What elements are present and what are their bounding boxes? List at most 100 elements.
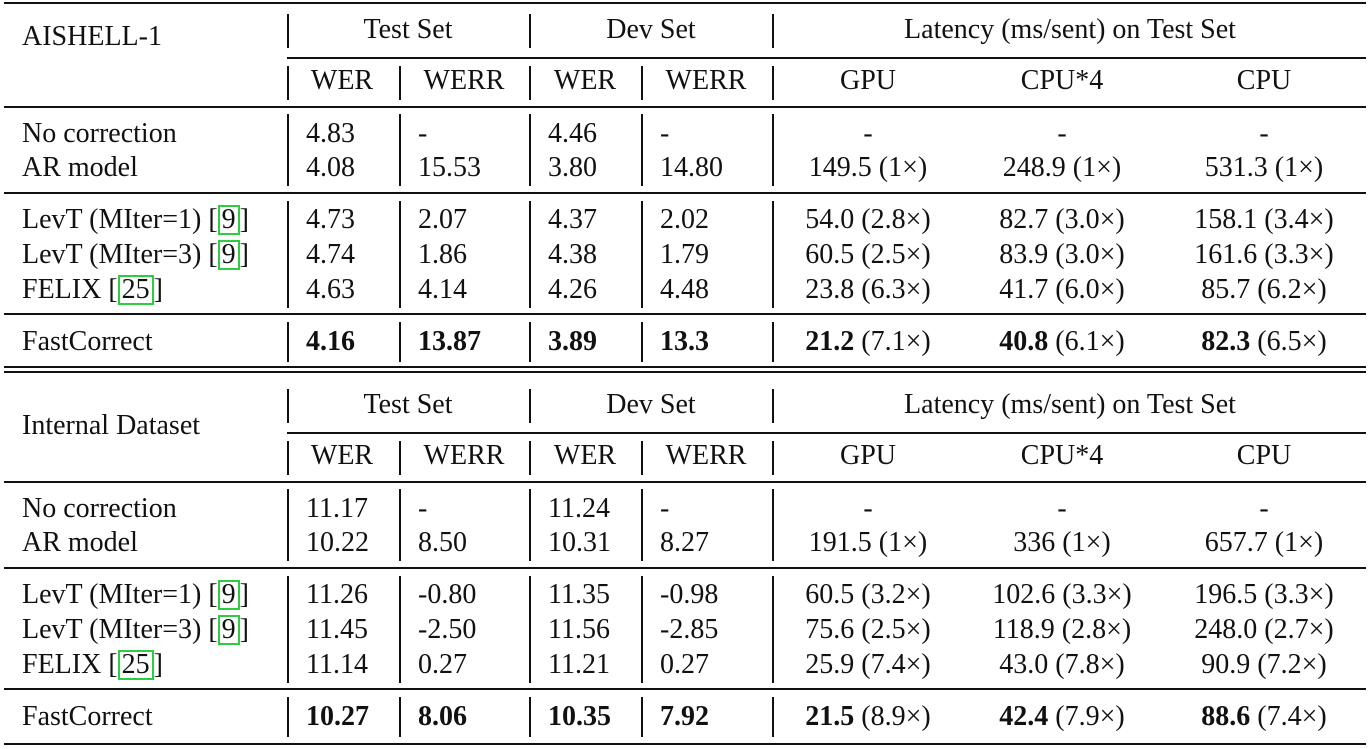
group-latency-text: Latency (ms/sent) on Test Set [904,14,1236,45]
column-separator [399,441,401,475]
column-separator [772,66,774,100]
metric-value-text: 4.74 [306,239,355,270]
latency-value: 54.0 (2.8×) [805,203,930,237]
column-header-text: WERR [665,65,747,96]
metric-value-text: 3.89 [548,326,597,357]
column-header-text: WER [310,440,374,471]
latency-value: 23.8 (6.3×) [805,273,930,307]
column-separator [529,66,531,100]
column-separator [287,66,289,100]
column-header: WERR [424,439,505,473]
model-name: No correction [22,117,177,151]
column-header-text: WER [553,65,617,96]
metric-value-text: 4.26 [548,274,597,305]
metric-value-text: -2.50 [418,614,477,645]
citation-link[interactable]: 25 [117,650,154,680]
metric-value-text: - [418,118,428,149]
metric-value-text: 10.35 [548,701,611,732]
column-header-text: CPU [1236,440,1292,471]
metric-value: 8.06 [418,700,467,734]
metric-value: 15.53 [418,151,481,185]
latency-value: 60.5 (2.5×) [805,238,930,272]
metric-value: 10.35 [548,700,611,734]
latency-ms: 82.7 [999,204,1049,235]
column-header: WER [554,439,616,473]
column-separator [399,66,401,100]
metric-value-text: 4.63 [306,274,355,305]
latency-ms: 531.3 [1204,152,1268,183]
metric-value-text: 11.24 [548,493,610,524]
column-separator [287,114,289,186]
metric-value-text: 4.08 [306,152,355,183]
metric-value: 11.21 [548,648,610,682]
dataset-name-text: Internal Dataset [22,410,201,441]
latency-value: 149.5 (1×) [809,151,927,185]
metric-value-text: 1.86 [418,239,467,270]
citation-link[interactable]: 9 [217,615,240,645]
latency-speedup: (7.2×) [1250,649,1327,680]
latency-value: - [863,492,872,526]
latency-speedup: (1×) [1267,152,1324,183]
latency-value: 196.5 (3.3×) [1194,578,1333,612]
metric-value-text: 13.3 [660,326,709,357]
column-separator [529,576,531,683]
citation-link[interactable]: 9 [217,240,240,270]
metric-value-text: - [418,493,428,524]
metric-value-text: 2.02 [660,204,709,235]
citation-link[interactable]: 9 [217,580,240,610]
citation-link[interactable]: 9 [217,205,240,235]
dataset-name: Internal Dataset [22,409,200,443]
column-separator [772,441,774,475]
latency-ms: 82.3 [1201,326,1251,357]
metric-value-text: 11.17 [306,493,368,524]
latency-ms: 191.5 [808,527,872,558]
metric-value-text: 4.83 [306,118,355,149]
latency-value: 43.0 (7.8×) [999,648,1124,682]
metric-value: 13.3 [660,325,709,359]
column-separator [287,389,289,423]
citation-link[interactable]: 25 [117,275,154,305]
latency-ms: 88.6 [1201,701,1251,732]
model-name-text: LevT (MIter=3) [ [22,614,218,645]
column-separator [529,114,531,186]
latency-value: 336 (1×) [1013,526,1110,560]
metric-value: 11.35 [548,578,610,612]
column-header: WERR [666,439,747,473]
metric-value: 4.14 [418,273,467,307]
latency-value: 102.6 (3.3×) [992,578,1131,612]
metric-value: 7.92 [660,700,709,734]
section-rule [4,366,1366,368]
column-separator [399,322,401,362]
column-separator [641,697,643,737]
metric-value-text: 0.27 [660,649,709,680]
model-name-text: FastCorrect [22,326,153,357]
latency-value: 21.2 (7.1×) [805,325,930,359]
latency-ms: 118.9 [992,614,1055,645]
column-separator [772,322,774,362]
column-separator [287,697,289,737]
column-header: GPU [840,64,896,98]
metric-value-text: - [660,118,670,149]
metric-value: 11.45 [306,613,368,647]
column-separator [287,14,289,48]
column-header-text: WER [553,440,617,471]
latency-value: 118.9 (2.8×) [993,613,1131,647]
latency-value: - [1259,117,1268,151]
column-separator [399,201,401,308]
model-name-text: AR model [22,527,138,558]
column-header-text: CPU*4 [1020,440,1104,471]
metric-value: 3.80 [548,151,597,185]
model-name: LevT (MIter=3) [9] [22,238,249,272]
latency-value: 82.3 (6.5×) [1201,325,1326,359]
latency-speedup: (3.3×) [1257,579,1334,610]
latency-ms: 40.8 [999,326,1049,357]
latency-value: 85.7 (6.2×) [1201,273,1326,307]
header-rule [4,106,1366,108]
model-name: No correction [22,492,177,526]
latency-ms: - [1057,118,1067,149]
model-name: FastCorrect [22,325,153,359]
model-name-text: LevT (MIter=1) [ [22,579,218,610]
model-name: LevT (MIter=1) [9] [22,578,249,612]
metric-value-text: 11.21 [548,649,610,680]
metric-value-text: 11.14 [306,649,368,680]
